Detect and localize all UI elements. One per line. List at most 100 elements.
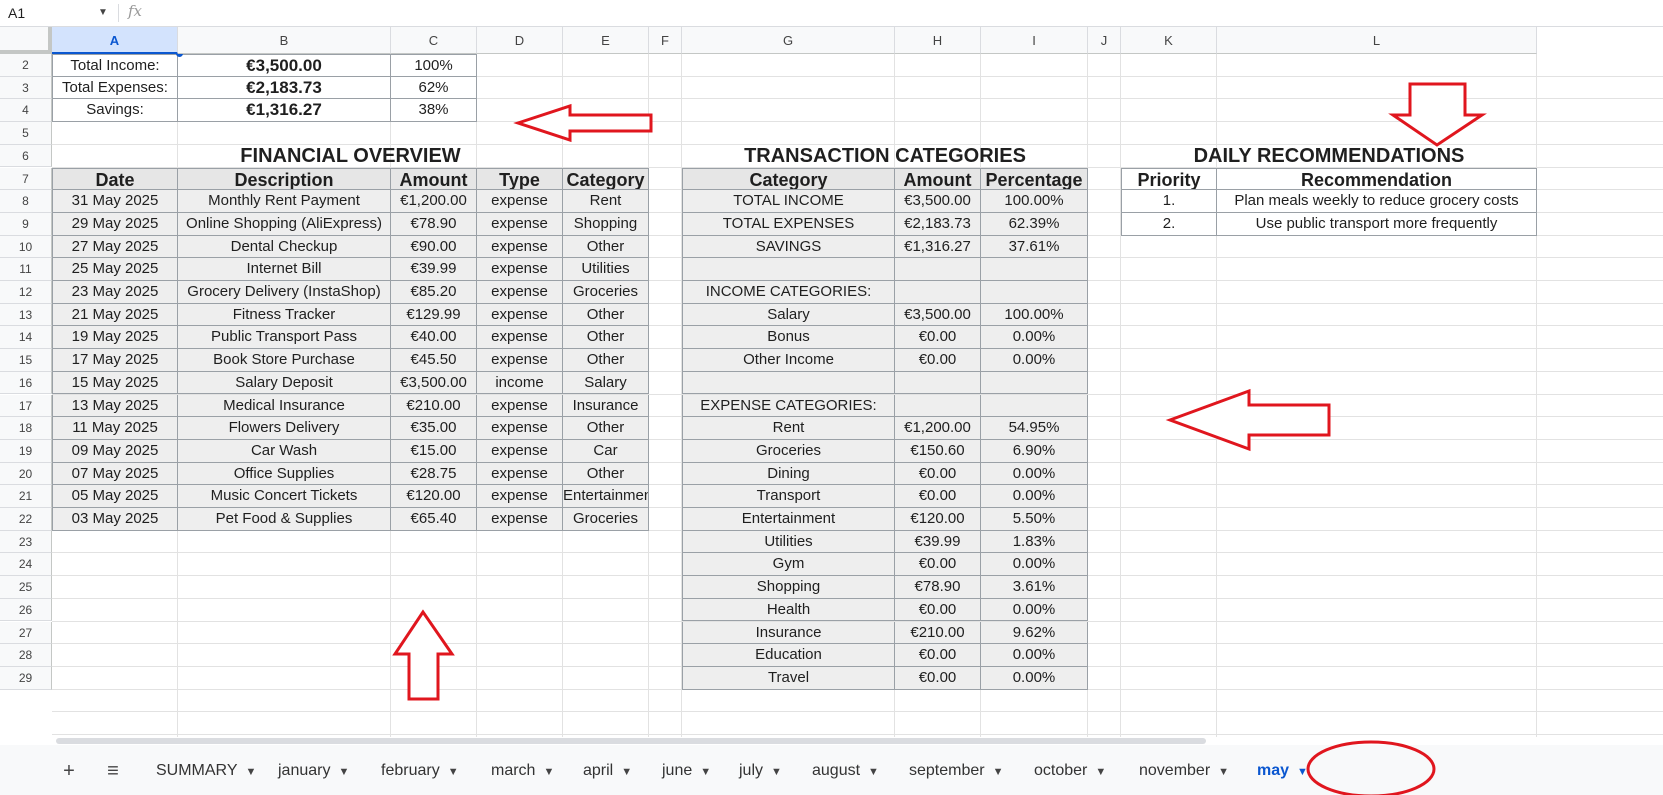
row-header-18[interactable]: 18: [0, 417, 52, 440]
column-title[interactable]: Description: [178, 167, 391, 191]
table-cell[interactable]: Other Income: [682, 349, 895, 372]
table-cell[interactable]: 25 May 2025: [52, 258, 178, 281]
table-cell[interactable]: 54.95%: [981, 417, 1088, 440]
sheet-tab-march[interactable]: march ▼: [491, 760, 554, 782]
summary-percent[interactable]: 62%: [391, 76, 477, 100]
table-cell[interactable]: 1.83%: [981, 530, 1088, 554]
table-cell[interactable]: Shopping: [563, 212, 649, 236]
table-cell[interactable]: Groceries: [563, 508, 649, 531]
sheet-tab-september[interactable]: september ▼: [909, 760, 1003, 782]
row-header-16[interactable]: 16: [0, 371, 52, 395]
row-header-19[interactable]: 19: [0, 439, 52, 463]
table-cell[interactable]: expense: [477, 349, 563, 372]
table-cell[interactable]: Other: [563, 235, 649, 259]
table-cell[interactable]: €210.00: [895, 621, 981, 645]
selection-handle[interactable]: [176, 54, 183, 57]
table-cell[interactable]: SAVINGS: [682, 235, 895, 259]
table-cell[interactable]: 3.61%: [981, 576, 1088, 599]
table-cell[interactable]: €1,200.00: [895, 417, 981, 440]
table-cell[interactable]: €85.20: [391, 281, 477, 304]
table-cell[interactable]: 37.61%: [981, 235, 1088, 259]
table-cell[interactable]: [895, 281, 981, 304]
table-cell[interactable]: €28.75: [391, 462, 477, 486]
table-cell[interactable]: TOTAL EXPENSES: [682, 212, 895, 236]
table-cell[interactable]: €0.00: [895, 644, 981, 667]
table-cell[interactable]: Entertainment: [563, 485, 649, 508]
table-cell[interactable]: expense: [477, 394, 563, 418]
cell-grid[interactable]: Total Income: €3,500.00 100% Total Expenses…: [52, 54, 1663, 737]
table-cell[interactable]: 2.: [1121, 212, 1217, 236]
table-cell[interactable]: [895, 371, 981, 395]
column-title[interactable]: Category: [682, 167, 895, 191]
table-cell[interactable]: Bonus: [682, 326, 895, 350]
row-header-9[interactable]: 9: [0, 212, 52, 236]
chevron-down-icon[interactable]: ▼: [700, 766, 712, 778]
table-cell[interactable]: €120.00: [391, 485, 477, 508]
table-cell[interactable]: €3,500.00: [895, 190, 981, 213]
table-cell[interactable]: €1,316.27: [895, 235, 981, 259]
table-cell[interactable]: €15.00: [391, 439, 477, 463]
table-cell[interactable]: 0.00%: [981, 553, 1088, 577]
row-header-22[interactable]: 22: [0, 508, 52, 531]
table-cell[interactable]: 0.00%: [981, 326, 1088, 350]
table-cell[interactable]: €0.00: [895, 349, 981, 372]
sheet-tab-october[interactable]: october ▼: [1034, 760, 1106, 782]
table-cell[interactable]: €39.99: [391, 258, 477, 281]
sheet-tab-february[interactable]: february ▼: [381, 760, 459, 782]
row-header-15[interactable]: 15: [0, 349, 52, 372]
column-header-f[interactable]: F: [649, 27, 682, 54]
table-cell[interactable]: Use public transport more frequently: [1217, 212, 1537, 236]
table-cell[interactable]: Flowers Delivery: [178, 417, 391, 440]
summary-percent[interactable]: 38%: [391, 99, 477, 123]
table-cell[interactable]: €3,500.00: [391, 371, 477, 395]
chevron-down-icon[interactable]: ▼: [621, 766, 633, 778]
table-cell[interactable]: Utilities: [682, 530, 895, 554]
table-cell[interactable]: €45.50: [391, 349, 477, 372]
table-cell[interactable]: 0.00%: [981, 462, 1088, 486]
table-cell[interactable]: 09 May 2025: [52, 439, 178, 463]
row-header-7[interactable]: 7: [0, 167, 52, 191]
table-cell[interactable]: Music Concert Tickets: [178, 485, 391, 508]
table-cell[interactable]: expense: [477, 508, 563, 531]
table-cell[interactable]: 03 May 2025: [52, 508, 178, 531]
table-cell[interactable]: €2,183.73: [895, 212, 981, 236]
table-cell[interactable]: €40.00: [391, 326, 477, 350]
chevron-down-icon[interactable]: ▼: [992, 766, 1004, 778]
table-cell[interactable]: 19 May 2025: [52, 326, 178, 350]
table-cell[interactable]: €1,200.00: [391, 190, 477, 213]
table-cell[interactable]: Groceries: [563, 281, 649, 304]
summary-label[interactable]: Total Expenses:: [52, 76, 178, 100]
column-header-i[interactable]: I: [981, 27, 1088, 54]
table-cell[interactable]: expense: [477, 235, 563, 259]
table-cell[interactable]: expense: [477, 281, 563, 304]
row-header-24[interactable]: 24: [0, 553, 52, 577]
chevron-down-icon[interactable]: ▼: [868, 766, 879, 778]
row-header-6[interactable]: 6: [0, 144, 52, 168]
row-header-10[interactable]: 10: [0, 235, 52, 259]
table-cell[interactable]: Transport: [682, 485, 895, 508]
column-title[interactable]: Amount: [895, 167, 981, 191]
table-cell[interactable]: 31 May 2025: [52, 190, 178, 213]
table-cell[interactable]: expense: [477, 190, 563, 213]
table-cell[interactable]: €0.00: [895, 553, 981, 577]
add-sheet-icon[interactable]: +: [63, 760, 75, 782]
all-sheets-menu-icon[interactable]: ≡: [107, 760, 119, 782]
table-cell[interactable]: 0.00%: [981, 598, 1088, 622]
name-box[interactable]: A1 ▼: [8, 5, 108, 21]
row-header-28[interactable]: 28: [0, 644, 52, 667]
column-header-g[interactable]: G: [682, 27, 895, 54]
table-cell[interactable]: Car Wash: [178, 439, 391, 463]
table-cell[interactable]: 62.39%: [981, 212, 1088, 236]
horizontal-scrollbar[interactable]: [52, 737, 1663, 745]
column-header-d[interactable]: D: [477, 27, 563, 54]
table-cell[interactable]: €65.40: [391, 508, 477, 531]
table-cell[interactable]: expense: [477, 258, 563, 281]
table-cell[interactable]: [981, 394, 1088, 418]
sheet-tab-august[interactable]: august ▼: [812, 760, 879, 782]
summary-value[interactable]: €1,316.27: [178, 99, 391, 123]
column-header-a[interactable]: A: [52, 27, 178, 54]
row-header-12[interactable]: 12: [0, 281, 52, 304]
table-cell[interactable]: 23 May 2025: [52, 281, 178, 304]
table-cell[interactable]: 21 May 2025: [52, 303, 178, 327]
table-cell[interactable]: Salary: [682, 303, 895, 327]
